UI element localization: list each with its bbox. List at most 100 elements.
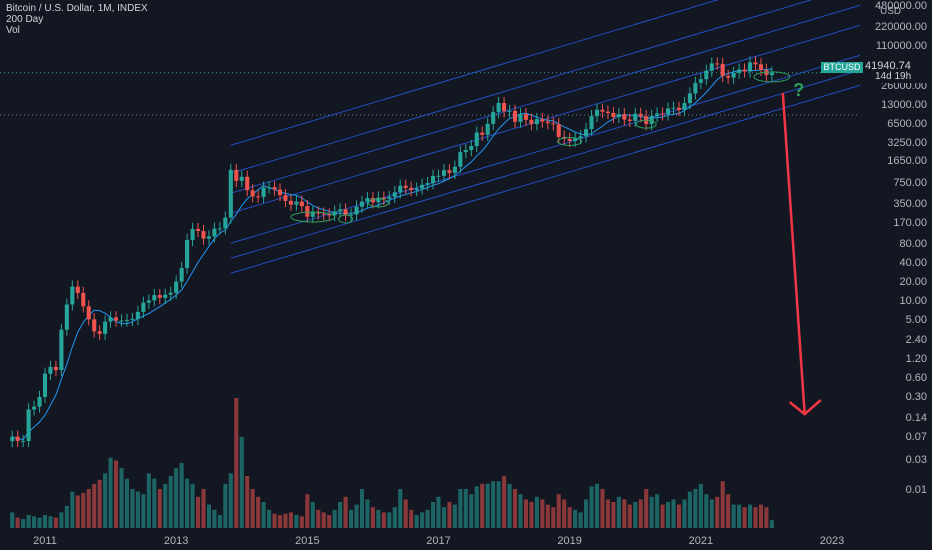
volume-bar	[644, 489, 649, 528]
volume-bar	[261, 502, 266, 528]
candle-body	[540, 118, 545, 122]
volume-bar	[633, 502, 638, 528]
x-tick-label: 2019	[557, 535, 582, 547]
volume-bar	[682, 499, 687, 528]
volume-bar	[518, 494, 523, 528]
volume-bar	[458, 489, 463, 528]
candle-body	[283, 195, 288, 201]
volume-bar	[704, 494, 709, 528]
channel-line	[230, 0, 719, 146]
candle-body	[409, 187, 414, 191]
candle-body	[10, 436, 15, 442]
volume-bar	[512, 489, 518, 528]
candle-body	[698, 79, 703, 83]
candle-body	[113, 317, 119, 321]
candle-body	[338, 209, 343, 212]
trend-channel[interactable]	[230, 0, 861, 274]
x-tick-label: 2017	[426, 535, 451, 547]
candle-body	[507, 110, 512, 112]
candle-body	[518, 114, 523, 122]
candle-body	[310, 212, 315, 217]
candle-body	[349, 214, 354, 216]
volume-bar	[256, 496, 261, 528]
candle-body	[305, 206, 310, 217]
volume-bar	[562, 499, 567, 528]
candle-body	[463, 150, 468, 153]
annotations[interactable]: ?	[290, 71, 822, 416]
volume-bar	[141, 494, 146, 528]
volume-bar	[436, 496, 441, 528]
volume-bar	[578, 512, 583, 528]
candle-body	[693, 82, 698, 94]
candle-body	[747, 62, 753, 72]
volume-bar	[10, 512, 15, 528]
candle-body	[441, 170, 447, 176]
low-ellipse	[753, 71, 791, 83]
candle-body	[567, 138, 572, 142]
volume-bar	[480, 483, 485, 528]
volume-bar	[567, 507, 572, 528]
volume-bar	[349, 509, 354, 528]
low-ellipse	[290, 211, 336, 223]
candle-body	[272, 187, 277, 190]
volume-bar	[627, 504, 632, 528]
volume-bar	[491, 481, 496, 528]
candle-body	[480, 132, 485, 135]
volume-bar	[370, 507, 375, 528]
candle-body	[179, 267, 184, 282]
candle-body	[185, 239, 190, 268]
y-tick-label: 2.40	[905, 334, 927, 347]
y-tick-label: 40.00	[899, 257, 927, 270]
y-tick-label: 1650.00	[887, 155, 927, 168]
candle-body	[381, 197, 386, 199]
candle-body	[496, 103, 501, 113]
volume-bar	[185, 478, 190, 528]
candle-body	[687, 93, 692, 104]
legend-ma: 200 Day	[6, 14, 44, 25]
candle-body	[627, 119, 632, 121]
candle-body	[245, 176, 250, 191]
volume-bar	[190, 483, 195, 528]
channel-line	[230, 69, 861, 259]
volume-bar	[108, 457, 113, 528]
candle-body	[758, 64, 764, 70]
volume-bar	[676, 504, 682, 528]
volume-bar	[638, 499, 643, 528]
y-tick-label: 0.07	[905, 430, 927, 443]
down-arrow-icon	[781, 92, 806, 415]
candle-body	[250, 190, 255, 197]
candle-body	[665, 108, 671, 115]
y-tick-label: 13000.00	[881, 98, 927, 111]
volume-bar	[305, 494, 310, 528]
candle-body	[742, 69, 747, 72]
candle-body	[414, 188, 419, 191]
candle-body	[676, 107, 682, 110]
volume-bar	[709, 499, 714, 528]
volume-bar	[665, 502, 671, 528]
y-tick-label: 750.00	[893, 176, 927, 189]
volume-bar	[245, 476, 250, 528]
volume-bar	[496, 481, 501, 528]
volume-bar	[277, 515, 283, 528]
candle-body	[277, 189, 283, 196]
candle-body	[682, 103, 687, 110]
candle-body	[212, 228, 217, 237]
candle-body	[551, 123, 556, 125]
volume-bar	[32, 516, 37, 528]
volume-bar	[234, 398, 239, 528]
candle-body	[70, 286, 75, 305]
low-ellipse	[338, 214, 354, 224]
volume-bar	[75, 495, 80, 528]
bar-countdown: 14d 19h	[875, 71, 912, 82]
candle-body	[491, 112, 496, 124]
volume-bar	[556, 494, 561, 528]
volume-bar	[206, 504, 212, 528]
volume-bar	[540, 499, 545, 528]
grid	[0, 72, 860, 116]
candlesticks	[10, 56, 774, 448]
volume-bar	[720, 481, 725, 528]
channel-line	[230, 4, 861, 194]
candle-body	[720, 63, 725, 76]
volume-bar	[376, 509, 381, 528]
